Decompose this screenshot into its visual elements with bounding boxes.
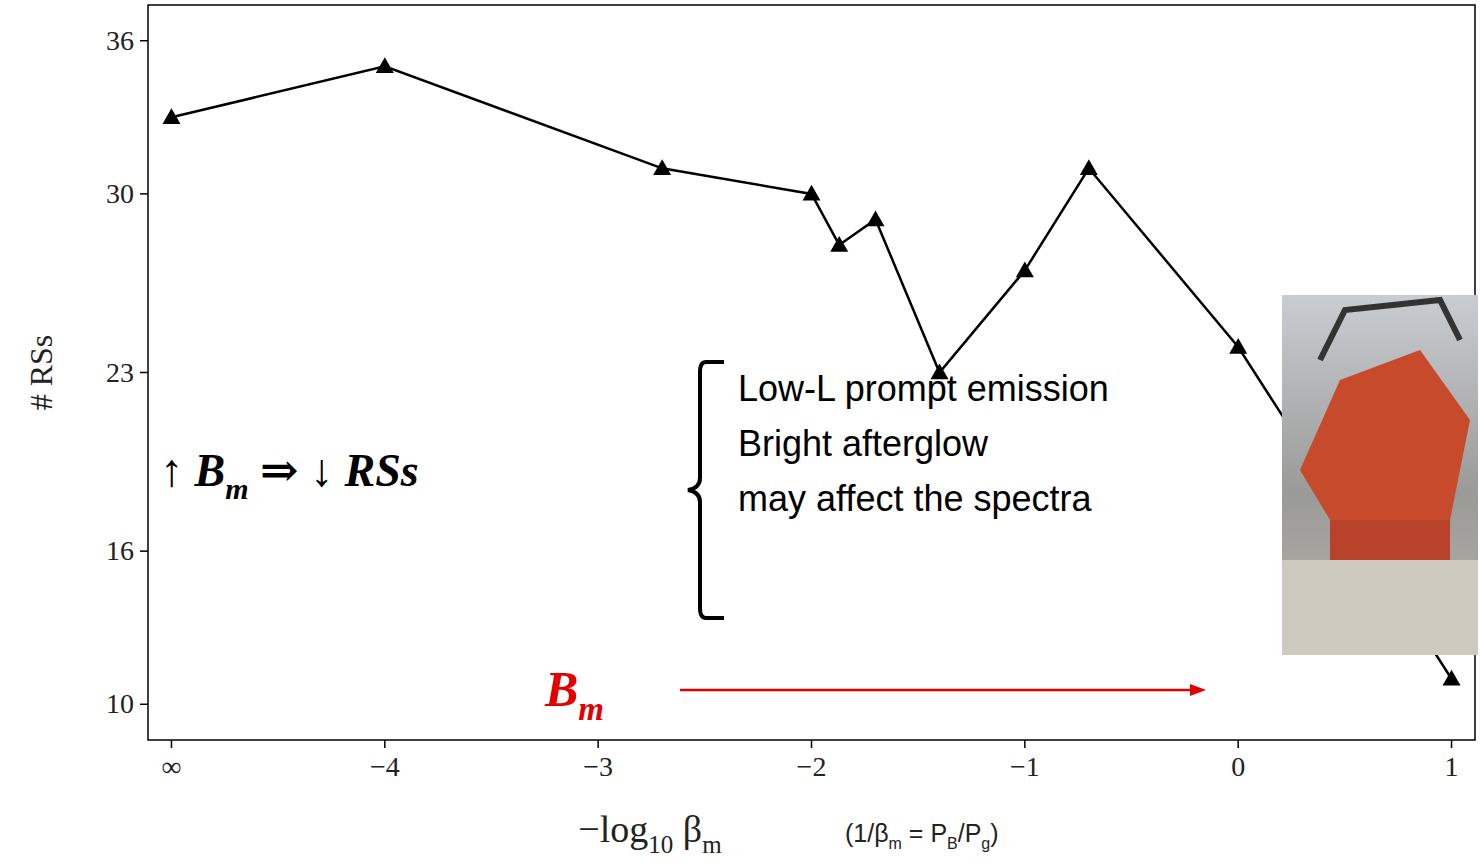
y-tick-label: 36: [106, 25, 134, 56]
text-part: β: [673, 808, 702, 850]
x-tick-label: 1: [1445, 751, 1459, 782]
red-arrow-head: [1190, 684, 1206, 696]
text-part: ⇒ ↓ RSs: [249, 445, 419, 496]
subscript: m: [702, 831, 722, 858]
data-point: [803, 185, 821, 201]
x-tick-label: −3: [583, 751, 613, 782]
text-part: (1/β: [845, 819, 889, 847]
text-part: /P: [958, 819, 982, 847]
y-tick: [140, 40, 148, 42]
y-tick: [140, 704, 148, 706]
x-tick: [171, 740, 173, 748]
subscript: m: [889, 835, 902, 852]
data-point: [867, 210, 885, 226]
data-point: [1016, 261, 1034, 277]
x-axis-note: (1/βm = PB/Pg): [845, 819, 999, 852]
y-tick-label: 23: [106, 357, 134, 388]
data-line: [172, 66, 1452, 679]
x-tick-label: ∞: [161, 751, 181, 782]
y-tick: [140, 372, 148, 374]
subscript: 10: [648, 831, 673, 858]
y-tick: [140, 193, 148, 195]
claim: ↑ Bm ⇒ ↓ RSs: [160, 445, 419, 505]
x-tick: [811, 740, 813, 748]
red-arrow: [680, 689, 1192, 692]
effect-text: Low-L prompt emission: [738, 368, 1109, 409]
effect-text: Bright afterglow: [738, 423, 989, 464]
text-part: B: [544, 661, 578, 717]
chart: 1016233036∞−4−3−2−101# RSs−log10 βm(1/βm…: [0, 0, 1480, 868]
y-tick-label: 16: [106, 535, 134, 566]
text-part: = P: [902, 819, 947, 847]
data-point: [162, 108, 180, 124]
data-point: [376, 57, 394, 73]
subscript: m: [225, 472, 248, 505]
subscript: B: [947, 835, 958, 852]
brace: [688, 362, 724, 618]
subscript: g: [981, 835, 990, 852]
x-tick: [1237, 740, 1239, 748]
subscript: m: [578, 691, 604, 727]
arrow-label: Bm: [544, 661, 604, 727]
x-tick-label: −1: [1010, 751, 1040, 782]
y-tick-label: 30: [106, 178, 134, 209]
y-axis-title: # RSs: [23, 335, 59, 411]
data-point: [1080, 159, 1098, 175]
y-tick-label: 10: [106, 688, 134, 719]
y-tick: [140, 550, 148, 552]
data-point: [1229, 338, 1247, 354]
text-part: ): [990, 819, 998, 847]
x-tick: [597, 740, 599, 748]
text-part: ↑ B: [160, 445, 225, 496]
x-tick-label: −2: [797, 751, 827, 782]
x-tick-label: −4: [370, 751, 400, 782]
x-tick: [1024, 740, 1026, 748]
data-point: [653, 159, 671, 175]
text-part: −log: [578, 808, 648, 850]
x-tick: [384, 740, 386, 748]
data-point: [1443, 670, 1461, 686]
x-tick: [1451, 740, 1453, 748]
x-axis-title: −log10 βm: [578, 808, 722, 858]
plot-frame: [148, 5, 1475, 740]
x-tick-label: 0: [1231, 751, 1245, 782]
data-point: [830, 236, 848, 252]
effect-text: may affect the spectra: [738, 478, 1092, 519]
plot-area: [162, 57, 1460, 685]
telescope-photo: [1282, 295, 1478, 655]
